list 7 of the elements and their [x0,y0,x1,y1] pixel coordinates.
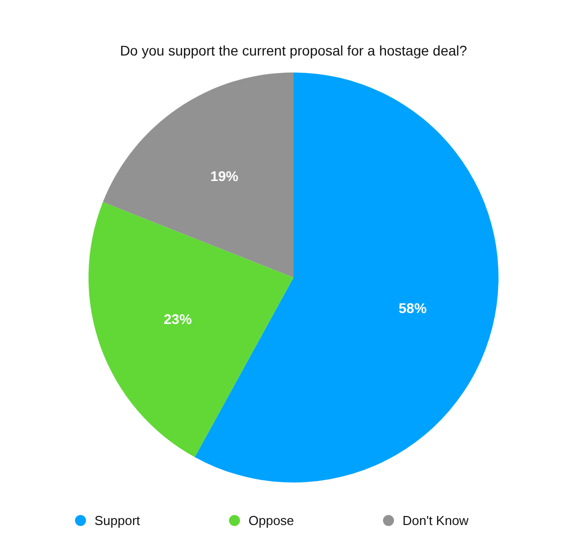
legend-label: Don't Know [402,513,470,528]
data-label: 19% [210,168,239,184]
legend-label: Oppose [248,513,294,528]
data-label: 58% [398,300,428,316]
data-label: 23% [164,311,192,328]
chart-title: Do you support the current proposal for a hostage deal? [120,42,468,58]
legend-label: Support [94,513,140,528]
